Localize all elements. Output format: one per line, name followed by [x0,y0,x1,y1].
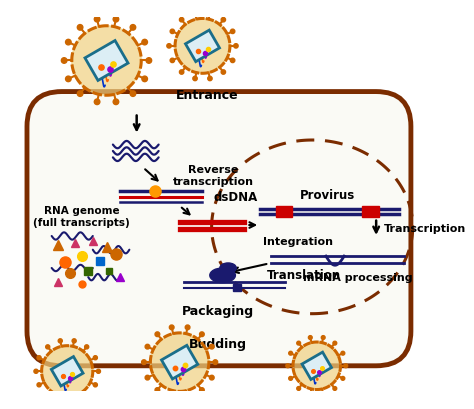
Circle shape [142,360,146,364]
Circle shape [61,58,67,64]
Circle shape [94,100,100,106]
Circle shape [221,71,226,75]
Circle shape [77,92,83,97]
Circle shape [341,377,345,380]
Circle shape [65,77,71,83]
Circle shape [297,387,301,391]
Circle shape [200,388,204,392]
Circle shape [230,30,235,34]
Circle shape [93,356,97,360]
Circle shape [333,342,337,345]
Bar [275,206,292,217]
Circle shape [333,387,337,391]
Circle shape [72,339,76,343]
Bar [363,206,379,217]
Ellipse shape [220,263,237,273]
Circle shape [210,375,214,380]
Circle shape [309,336,312,339]
Circle shape [77,25,83,31]
Circle shape [200,332,204,337]
Circle shape [93,383,97,387]
Text: Packaging: Packaging [182,305,254,318]
Circle shape [142,40,147,46]
Circle shape [167,45,171,49]
Circle shape [37,383,41,387]
Text: Transcription: Transcription [383,223,466,233]
Circle shape [145,375,150,380]
Circle shape [185,395,190,399]
Circle shape [289,377,292,380]
Circle shape [146,58,152,64]
Circle shape [208,12,212,16]
Polygon shape [302,352,331,380]
Circle shape [150,333,209,391]
Circle shape [130,25,136,31]
Text: dsDNA: dsDNA [213,191,258,204]
Circle shape [94,17,100,23]
Text: Translation: Translation [266,268,341,281]
Circle shape [34,369,38,373]
Circle shape [286,364,290,368]
Circle shape [321,336,325,339]
Circle shape [37,356,41,360]
Circle shape [58,400,62,404]
Circle shape [344,364,347,368]
Circle shape [230,59,235,63]
Circle shape [193,12,197,16]
Circle shape [170,59,174,63]
Text: Entrance: Entrance [176,89,238,102]
Text: mRNA processing: mRNA processing [303,272,413,282]
Circle shape [169,325,174,330]
Circle shape [130,92,136,97]
Polygon shape [185,31,219,63]
Circle shape [293,342,340,390]
Circle shape [155,388,160,392]
Circle shape [289,351,292,355]
Text: Provirus: Provirus [300,189,356,202]
Circle shape [169,395,174,399]
Circle shape [58,339,62,343]
Circle shape [221,18,226,23]
Polygon shape [162,346,198,379]
Text: Budding: Budding [189,337,247,351]
Circle shape [193,77,197,81]
Circle shape [341,351,345,355]
Text: Reverse
transcription: Reverse transcription [173,164,254,186]
Circle shape [46,394,50,398]
Circle shape [321,392,325,396]
Circle shape [175,19,230,74]
Circle shape [234,45,238,49]
Circle shape [185,325,190,330]
Text: Integration: Integration [263,236,333,246]
Text: RNA genome
(full transcripts): RNA genome (full transcripts) [34,206,130,227]
Circle shape [213,360,218,364]
Bar [233,285,241,291]
Circle shape [42,346,93,397]
Circle shape [142,77,147,83]
Circle shape [208,77,212,81]
Circle shape [145,344,150,349]
Circle shape [72,400,76,404]
Circle shape [96,369,100,373]
Circle shape [65,40,71,46]
Circle shape [210,344,214,349]
Circle shape [309,392,312,396]
Circle shape [46,345,50,349]
Circle shape [180,18,184,23]
Circle shape [297,342,301,345]
FancyBboxPatch shape [27,92,411,366]
Circle shape [155,332,160,337]
Polygon shape [51,357,83,386]
Circle shape [113,17,118,23]
Circle shape [85,394,89,398]
Ellipse shape [210,268,236,283]
Circle shape [113,100,118,106]
Circle shape [180,71,184,75]
Circle shape [85,345,89,349]
Circle shape [170,30,174,34]
Polygon shape [85,41,128,81]
Circle shape [72,27,141,96]
